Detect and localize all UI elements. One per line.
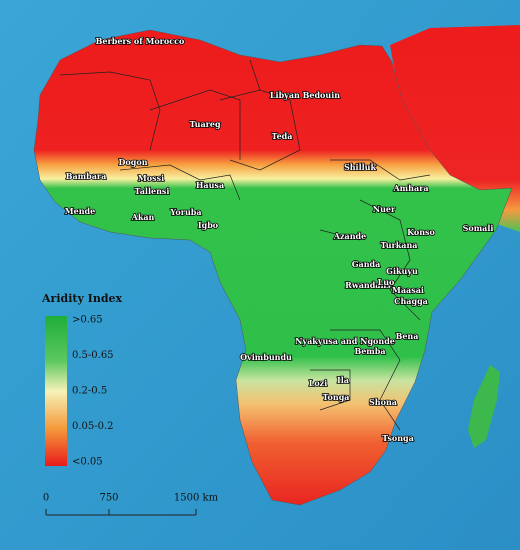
group-label: Turkana <box>381 240 418 250</box>
group-label: Tallensi <box>135 186 170 196</box>
group-label: Ovimbundu <box>240 352 292 362</box>
arabia <box>390 25 520 232</box>
group-label: Libyan Bedouin <box>270 90 340 100</box>
group-label: Shona <box>369 397 397 407</box>
group-label: Rwandans <box>345 280 391 290</box>
group-borders <box>59 59 431 431</box>
group-label: Ganda <box>352 259 381 269</box>
scale-label: 1500 km <box>174 493 219 504</box>
scale-label: 750 <box>99 493 118 504</box>
group-label: Berbers of Morocco <box>96 36 185 46</box>
legend-title: Aridity Index <box>41 292 123 305</box>
group-label: Nuer <box>373 204 396 214</box>
group-label: Hausa <box>196 180 224 190</box>
legend-label: 0.2-0.5 <box>72 386 107 397</box>
group-label: Ila <box>337 375 349 385</box>
scale-label: 0 <box>43 493 49 504</box>
group-label: Tsonga <box>382 433 414 443</box>
group-label: Maasai <box>392 285 424 295</box>
legend-label: 0.05-0.2 <box>72 421 114 432</box>
group-label: Mende <box>65 206 95 216</box>
group-label: Nyakyusa and Ngonde <box>295 336 395 346</box>
group-label: Amhara <box>392 183 428 193</box>
scale-bar <box>45 509 197 516</box>
group-label: Igbo <box>198 220 219 230</box>
group-label: Luo <box>378 277 395 287</box>
group-label: Somali <box>463 223 494 233</box>
legend-label: >0.65 <box>72 315 103 326</box>
group-label: Dogon <box>118 157 147 167</box>
group-label: Tuareg <box>189 119 221 129</box>
group-label: Konso <box>407 227 435 237</box>
group-label: Bambara <box>66 171 107 181</box>
group-label: Chagga <box>394 296 428 306</box>
legend-label: <0.05 <box>72 457 103 468</box>
group-label: Akan <box>131 212 155 222</box>
legend-label: 0.5-0.65 <box>72 350 114 361</box>
group-label: Bena <box>396 331 419 341</box>
group-label: Azande <box>333 231 366 241</box>
group-label: Yoruba <box>169 207 201 217</box>
group-label: Bemba <box>354 346 385 356</box>
group-label: Shilluk <box>344 162 377 172</box>
legend-color-bar <box>45 316 67 466</box>
group-label: Mossi <box>138 173 164 183</box>
group-label: Lozi <box>309 378 328 388</box>
africa <box>33 29 513 506</box>
group-label: Tonga <box>323 392 350 402</box>
group-label: Teda <box>272 131 293 141</box>
group-label: Gikuyu <box>386 266 418 276</box>
madagascar <box>468 365 500 448</box>
